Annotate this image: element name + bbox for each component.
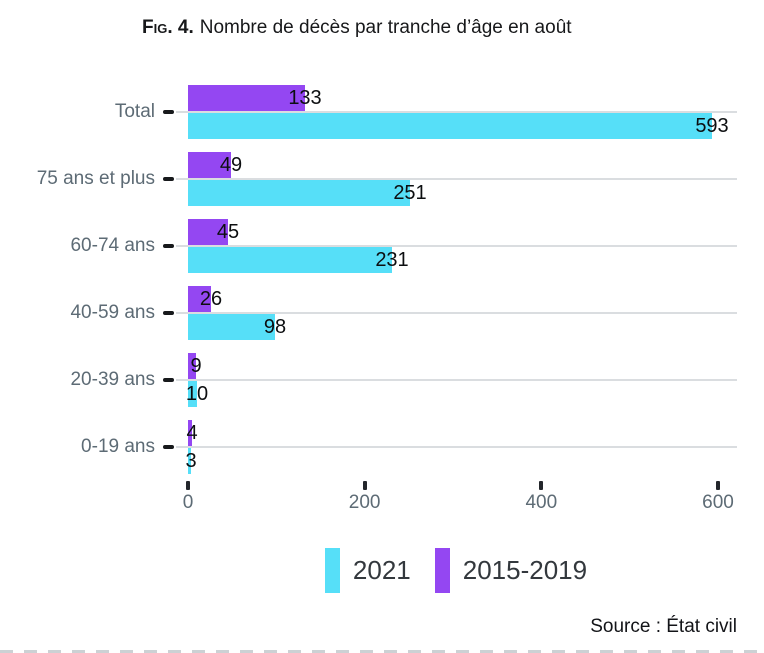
category-label-total: Total (114, 101, 155, 122)
category-label-40-59-ans: 40-59 ans (70, 302, 155, 323)
value-label-2021-0-19-ans: 3 (185, 450, 197, 472)
value-label-2015-2019-60-74-ans: 45 (216, 221, 240, 243)
gridline-20-39-ans (176, 379, 737, 381)
category-tick-20-39-ans (163, 378, 174, 382)
category-label-60-74-ans: 60-74 ans (70, 235, 155, 256)
bar-2021-0-19-ans (188, 448, 191, 474)
legend-swatch-2015-2019 (434, 548, 450, 593)
value-label-2021-total: 593 (695, 115, 729, 137)
value-label-2015-2019-0-19-ans: 4 (186, 422, 198, 444)
value-label-2021-60-74-ans: 231 (375, 249, 409, 271)
bar-2021-75-ans-et-plus (188, 180, 410, 206)
bar-2021-20-39-ans (188, 381, 197, 407)
legend-label-2015-2019: 2015-2019 (462, 555, 588, 585)
chart-title-text: Nombre de décès par tranche d’âge en aoû… (199, 17, 572, 38)
category-tick-40-59-ans (163, 311, 174, 315)
value-label-2021-75-ans-et-plus: 251 (393, 182, 427, 204)
source-note: Source : État civil (590, 616, 737, 637)
bottom-dashed-divider (0, 650, 764, 653)
category-tick-60-74-ans (163, 244, 174, 248)
bar-2015-2019-75-ans-et-plus (188, 152, 231, 178)
x-tick-label-0: 0 (182, 492, 194, 513)
category-label-0-19-ans: 0-19 ans (81, 436, 155, 457)
bar-2015-2019-20-39-ans (188, 353, 196, 379)
legend-item-2015-2019: 2015-2019 (434, 548, 588, 593)
chart-title: Fig. 4. Nombre de décès par tranche d’âge… (142, 17, 572, 39)
legend-swatch-2021 (324, 548, 340, 593)
chart-title-prefix: Fig. 4. (142, 17, 194, 38)
legend-label-2021: 2021 (352, 555, 411, 585)
category-label-20-39-ans: 20-39 ans (70, 369, 155, 390)
bar-2015-2019-total (188, 85, 305, 111)
bar-2021-total (188, 113, 712, 139)
bar-2021-40-59-ans (188, 314, 275, 340)
bar-2015-2019-40-59-ans (188, 286, 211, 312)
category-label-75-ans-et-plus: 75 ans et plus (36, 168, 155, 189)
category-tick-75-ans-et-plus (163, 177, 174, 181)
bar-2015-2019-0-19-ans (188, 420, 192, 446)
x-tick-label-200: 200 (348, 492, 381, 513)
x-tick-mark-600 (716, 481, 720, 490)
category-tick-0-19-ans (163, 445, 174, 449)
value-label-2015-2019-total: 133 (288, 87, 322, 109)
bar-2021-60-74-ans (188, 247, 392, 273)
gridline-total (176, 111, 737, 113)
legend-item-2021: 2021 (324, 548, 411, 593)
x-tick-label-400: 400 (525, 492, 558, 513)
x-tick-mark-200 (362, 481, 367, 490)
gridline-75-ans-et-plus (176, 178, 737, 180)
value-label-2015-2019-75-ans-et-plus: 49 (219, 154, 243, 176)
bar-2015-2019-60-74-ans (188, 219, 228, 245)
x-tick-mark-400 (539, 481, 544, 490)
legend: 2021 2015-2019 (175, 548, 737, 593)
gridline-60-74-ans (176, 245, 737, 247)
value-label-2021-40-59-ans: 98 (263, 316, 287, 338)
gridline-40-59-ans (176, 312, 737, 314)
x-tick-label-600: 600 (702, 492, 734, 513)
value-label-2015-2019-20-39-ans: 9 (190, 355, 202, 377)
value-label-2015-2019-40-59-ans: 26 (199, 288, 223, 310)
category-tick-total (163, 110, 174, 114)
gridline-0-19-ans (176, 446, 737, 448)
x-tick-mark-0 (186, 481, 190, 490)
value-label-2021-20-39-ans: 10 (185, 383, 209, 405)
